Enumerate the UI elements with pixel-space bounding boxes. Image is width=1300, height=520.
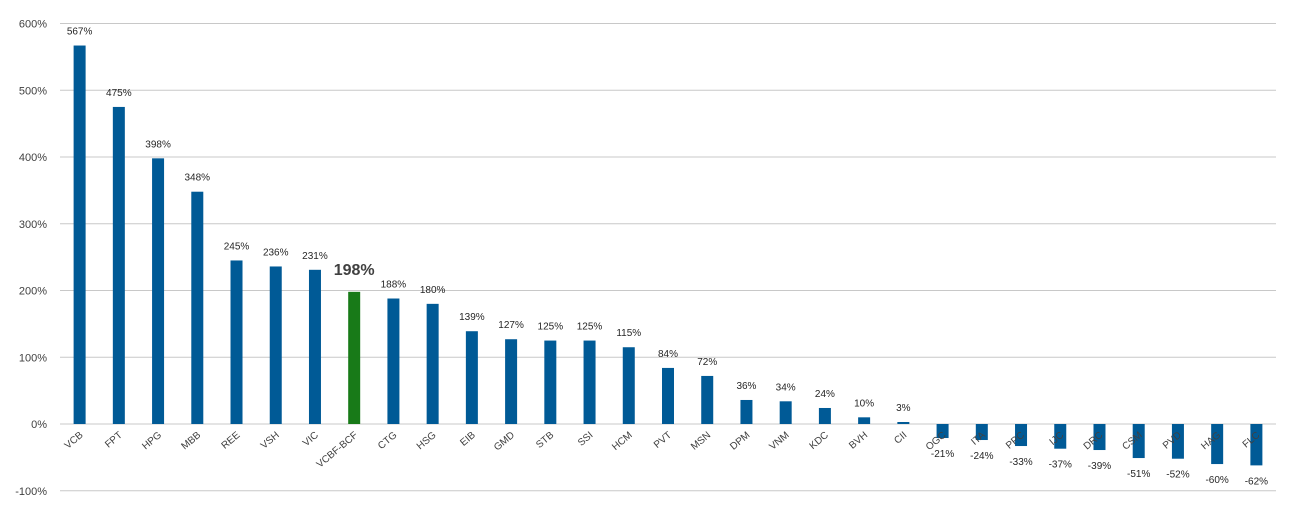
- bar-flc: [1250, 424, 1263, 466]
- data-label: 180%: [420, 285, 446, 296]
- category-label: GMD: [492, 430, 517, 453]
- data-label: -52%: [1166, 470, 1189, 481]
- bar-mbb: [191, 191, 204, 424]
- data-label: -21%: [931, 449, 954, 460]
- y-tick-label: -100%: [15, 486, 47, 498]
- data-label: 348%: [185, 173, 211, 184]
- data-label: 127%: [498, 320, 524, 331]
- category-label: VIC: [301, 430, 321, 449]
- bar-fpt: [112, 106, 125, 424]
- bar-ppc: [1015, 424, 1028, 447]
- data-label: 139%: [459, 312, 485, 323]
- bar-ita: [975, 424, 988, 441]
- data-label: -33%: [1009, 457, 1032, 468]
- y-tick-label: 300%: [19, 219, 47, 231]
- y-tick-label: 500%: [19, 85, 47, 97]
- bar-drc: [1093, 424, 1106, 451]
- y-tick-label: 200%: [19, 286, 47, 298]
- data-label: 198%: [334, 262, 375, 279]
- y-tick-label: 100%: [19, 352, 47, 364]
- bar-ctg: [387, 298, 400, 424]
- data-label: 3%: [896, 403, 911, 414]
- category-label: VCBF-BCF: [315, 430, 360, 471]
- data-label: 84%: [658, 349, 678, 360]
- data-label: 125%: [577, 322, 603, 333]
- category-label: VNM: [768, 430, 792, 453]
- bar-vsh: [269, 266, 282, 424]
- bar-vic: [308, 269, 321, 424]
- data-label: -39%: [1088, 461, 1111, 472]
- bar-ijc: [1054, 424, 1067, 449]
- bar-gmd: [505, 339, 518, 424]
- bar-stb: [544, 340, 557, 424]
- data-label: -24%: [970, 451, 993, 462]
- bar-hcm: [622, 347, 635, 424]
- data-label: -37%: [1049, 460, 1072, 471]
- data-label: -60%: [1205, 475, 1228, 486]
- category-label: CII: [892, 430, 909, 447]
- category-label: PVT: [652, 430, 674, 451]
- gridlines: [60, 23, 1276, 492]
- bar-vnm: [779, 401, 792, 424]
- category-label: STB: [534, 430, 556, 451]
- data-label: 24%: [815, 389, 835, 400]
- category-label: EIB: [458, 430, 478, 449]
- bar-bvh: [858, 417, 871, 424]
- data-label: 567%: [67, 27, 93, 38]
- category-label: SSI: [576, 430, 595, 449]
- bar-kdc: [818, 407, 831, 424]
- category-label: BVH: [847, 430, 870, 452]
- category-label: VSH: [259, 430, 282, 452]
- bar-pvt: [662, 367, 674, 424]
- data-label: 34%: [776, 382, 796, 393]
- data-label: 115%: [616, 328, 641, 339]
- bar-vcb: [73, 45, 86, 425]
- data-label: 231%: [302, 251, 328, 262]
- y-tick-label: 400%: [19, 152, 47, 164]
- bar-hag: [1211, 424, 1224, 465]
- category-label: FPT: [103, 430, 125, 451]
- y-axis-tick-labels: 600% 500% 400% 300% 200% 100% 0% -100%: [15, 19, 47, 498]
- bar-dpm: [740, 399, 753, 424]
- data-label: 245%: [224, 241, 250, 252]
- bar-hpg: [152, 158, 165, 424]
- bars: [73, 45, 1263, 466]
- data-label: 72%: [697, 357, 717, 368]
- category-label: KDC: [808, 430, 831, 452]
- data-label: -62%: [1245, 476, 1268, 487]
- data-label: 398%: [145, 139, 171, 150]
- category-label: HCM: [610, 430, 635, 453]
- category-label: MBB: [180, 430, 204, 453]
- bar-vcbf-bcf: [348, 291, 361, 424]
- category-label: VCB: [63, 430, 86, 452]
- y-tick-label: 0%: [31, 419, 47, 431]
- bar-ree: [230, 260, 243, 424]
- bar-msn: [701, 375, 714, 424]
- data-label: 10%: [854, 398, 874, 409]
- data-label: 475%: [106, 88, 132, 99]
- bar-csm: [1132, 424, 1145, 459]
- bar-hsg: [426, 303, 439, 424]
- y-tick-label: 600%: [19, 19, 47, 31]
- category-label: REE: [220, 430, 243, 452]
- data-label: 188%: [381, 280, 407, 291]
- data-label: 236%: [263, 247, 289, 258]
- category-label: HSG: [415, 430, 439, 452]
- bar-ogc: [936, 424, 949, 439]
- bar-cii: [897, 421, 910, 424]
- bar-ssi: [583, 340, 596, 424]
- data-label: -51%: [1127, 469, 1150, 480]
- data-label: 36%: [736, 381, 756, 392]
- category-label: DPM: [728, 430, 752, 453]
- bar-eib: [465, 331, 478, 424]
- category-label: MSN: [689, 430, 713, 453]
- bar-pvd: [1171, 424, 1184, 459]
- category-label: CTG: [376, 430, 399, 452]
- data-labels: 567% 475% 398% 348% 245% 236% 231% 198% 188% 180%…: [67, 27, 1268, 488]
- data-label: 125%: [538, 322, 564, 333]
- category-label: HPG: [140, 430, 164, 452]
